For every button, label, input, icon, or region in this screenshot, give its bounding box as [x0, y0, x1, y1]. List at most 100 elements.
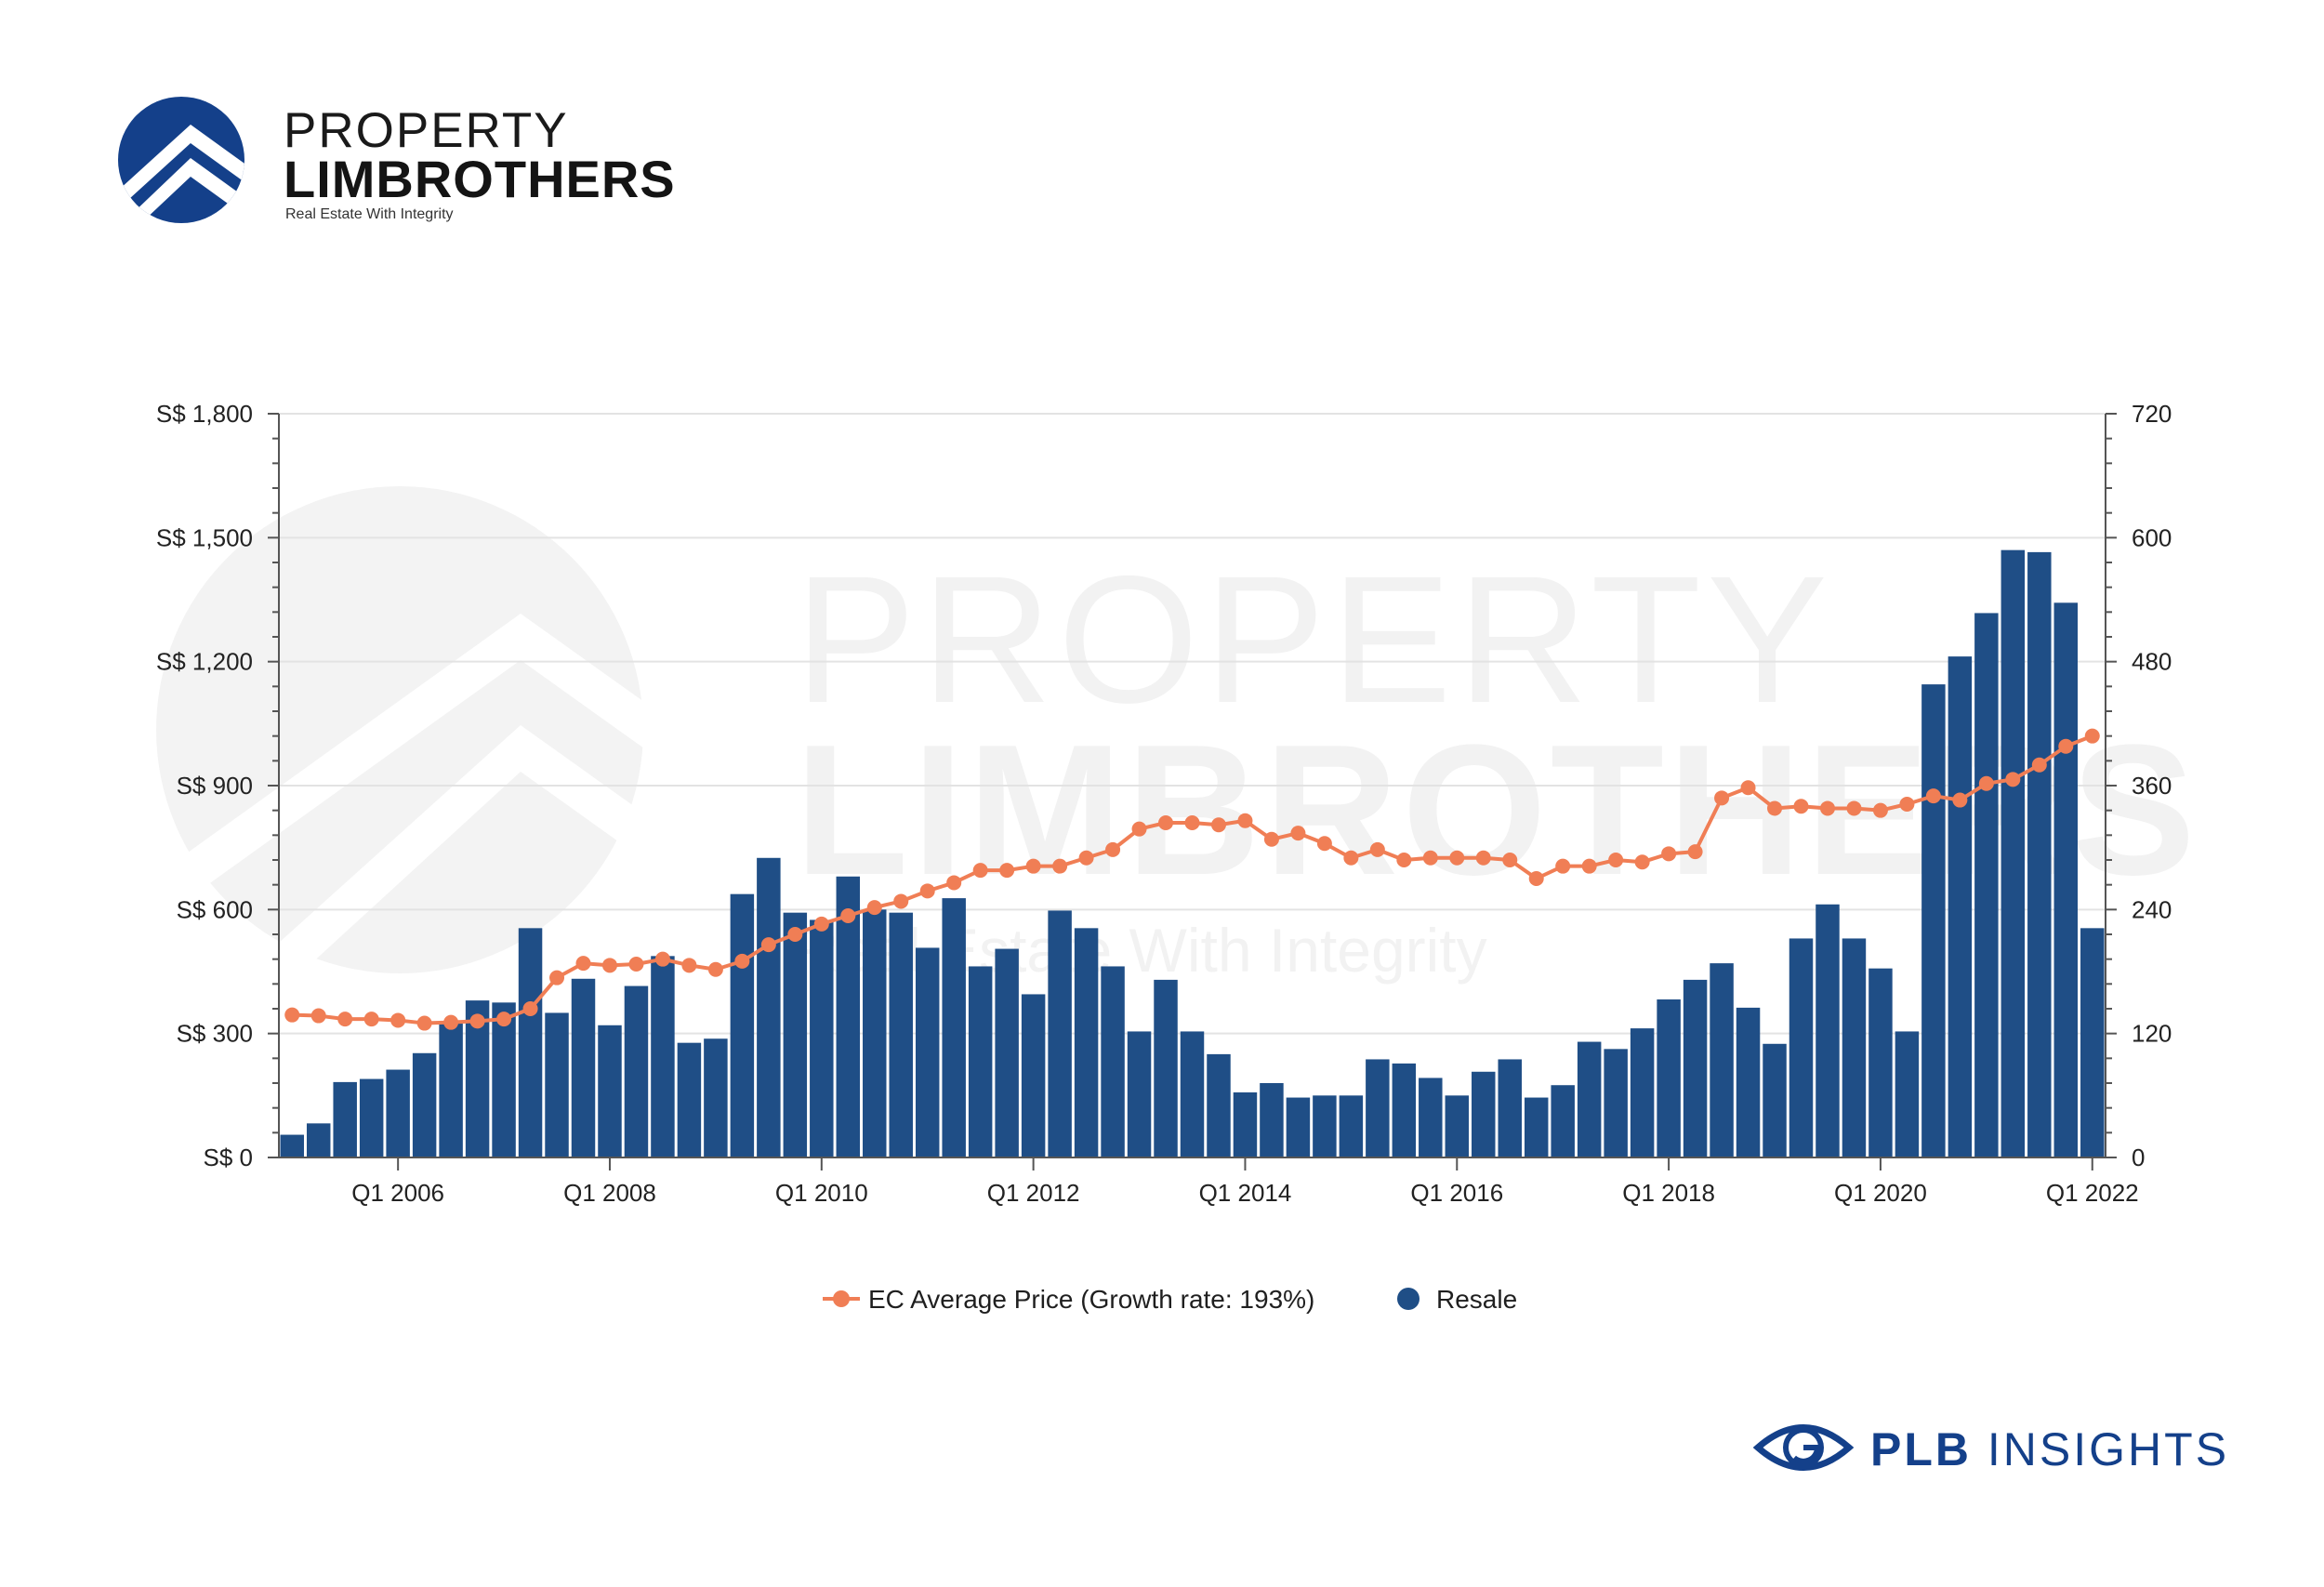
resale-bar[interactable] [1101, 966, 1125, 1157]
resale-bar[interactable] [386, 1069, 410, 1157]
price-point[interactable] [919, 883, 935, 899]
resale-bar[interactable] [889, 912, 913, 1157]
price-point[interactable] [707, 961, 723, 977]
price-point[interactable] [1740, 780, 1756, 796]
resale-bar[interactable] [2000, 549, 2026, 1157]
price-point[interactable] [1978, 775, 1994, 791]
resale-bar[interactable] [1921, 684, 1946, 1157]
price-point[interactable] [1661, 846, 1677, 862]
resale-bar[interactable] [1154, 979, 1178, 1157]
price-point[interactable] [2058, 738, 2074, 754]
price-point[interactable] [1158, 815, 1174, 830]
price-point[interactable] [946, 875, 962, 891]
resale-bar[interactable] [1286, 1097, 1311, 1157]
price-point[interactable] [1767, 800, 1783, 816]
price-point[interactable] [1052, 858, 1068, 874]
resale-bar[interactable] [1339, 1095, 1364, 1157]
price-point[interactable] [1184, 815, 1200, 830]
price-point[interactable] [1343, 850, 1359, 866]
resale-bar[interactable] [1842, 938, 1867, 1157]
price-point[interactable] [337, 1012, 353, 1027]
price-point[interactable] [1449, 850, 1465, 866]
price-point[interactable] [469, 1013, 485, 1029]
price-point[interactable] [628, 957, 644, 972]
legend-item-price[interactable]: EC Average Price (Growth rate: 193%) [823, 1285, 1314, 1314]
resale-bar[interactable] [1233, 1092, 1258, 1157]
resale-bar[interactable] [651, 956, 675, 1157]
resale-bar[interactable] [2053, 602, 2079, 1157]
price-point[interactable] [549, 970, 565, 985]
resale-bar[interactable] [1630, 1028, 1655, 1157]
resale-bar[interactable] [1419, 1078, 1443, 1157]
price-point[interactable] [1025, 858, 1041, 874]
price-point[interactable] [1899, 797, 1915, 812]
resale-bar[interactable] [1710, 963, 1734, 1157]
price-point[interactable] [1793, 799, 1809, 814]
resale-bar[interactable] [1868, 968, 1893, 1157]
resale-bar[interactable] [1392, 1063, 1417, 1157]
price-point[interactable] [866, 900, 882, 916]
price-point[interactable] [1528, 871, 1544, 886]
resale-bar[interactable] [810, 919, 834, 1157]
resale-bar[interactable] [439, 1022, 463, 1157]
resale-bar[interactable] [412, 1052, 437, 1157]
price-point[interactable] [760, 937, 776, 953]
price-point[interactable] [840, 908, 856, 923]
resale-bar[interactable] [1736, 1007, 1761, 1157]
resale-bar[interactable] [1048, 910, 1072, 1157]
price-point[interactable] [1131, 821, 1147, 837]
price-point[interactable] [1475, 850, 1491, 866]
price-point[interactable] [1846, 800, 1862, 816]
resale-bar[interactable] [968, 966, 993, 1157]
price-point[interactable] [893, 893, 909, 909]
resale-bar[interactable] [1445, 1095, 1470, 1157]
price-point[interactable] [601, 958, 617, 973]
price-point[interactable] [999, 863, 1015, 879]
resale-bar[interactable] [624, 985, 649, 1157]
resale-bar[interactable] [1524, 1097, 1549, 1157]
resale-bar[interactable] [1498, 1059, 1522, 1157]
resale-bar[interactable] [1021, 994, 1046, 1157]
resale-bar[interactable] [1074, 928, 1099, 1157]
resale-bar[interactable] [545, 1012, 569, 1157]
price-point[interactable] [390, 1012, 406, 1028]
resale-bar[interactable] [571, 978, 596, 1157]
price-point[interactable] [681, 958, 697, 973]
resale-bar[interactable] [783, 912, 808, 1157]
price-point[interactable] [1316, 836, 1332, 852]
resale-bar[interactable] [863, 909, 887, 1157]
price-point[interactable] [1872, 802, 1888, 818]
price-point[interactable] [654, 951, 670, 967]
price-point[interactable] [1263, 831, 1279, 847]
resale-bar[interactable] [1657, 999, 1681, 1157]
resale-bar[interactable] [359, 1078, 384, 1157]
resale-bar[interactable] [1313, 1095, 1337, 1157]
resale-bar[interactable] [704, 1038, 728, 1157]
price-point[interactable] [284, 1007, 300, 1023]
price-point[interactable] [1714, 790, 1730, 806]
resale-bar[interactable] [1366, 1059, 1390, 1157]
resale-bar[interactable] [2080, 928, 2105, 1157]
legend-item-resale[interactable]: Resale [1397, 1285, 1517, 1314]
price-point[interactable] [813, 916, 829, 932]
price-point[interactable] [972, 863, 988, 879]
resale-bar[interactable] [1683, 979, 1708, 1157]
resale-bar[interactable] [1207, 1053, 1231, 1157]
resale-bar[interactable] [598, 1025, 622, 1157]
price-point[interactable] [443, 1014, 459, 1030]
price-point[interactable] [1237, 813, 1253, 828]
resale-bar[interactable] [730, 893, 755, 1157]
resale-bar[interactable] [518, 928, 543, 1157]
price-point[interactable] [1078, 850, 1094, 866]
price-point[interactable] [496, 1012, 512, 1027]
resale-bar[interactable] [1577, 1041, 1602, 1157]
resale-bar[interactable] [1816, 904, 1840, 1157]
resale-bar[interactable] [1551, 1085, 1575, 1157]
price-point[interactable] [416, 1015, 432, 1031]
price-point[interactable] [2005, 772, 2021, 787]
resale-bar[interactable] [757, 857, 781, 1157]
price-point[interactable] [734, 953, 750, 969]
resale-bar[interactable] [1127, 1031, 1152, 1157]
price-point[interactable] [1925, 788, 1941, 804]
price-point[interactable] [1105, 841, 1121, 857]
